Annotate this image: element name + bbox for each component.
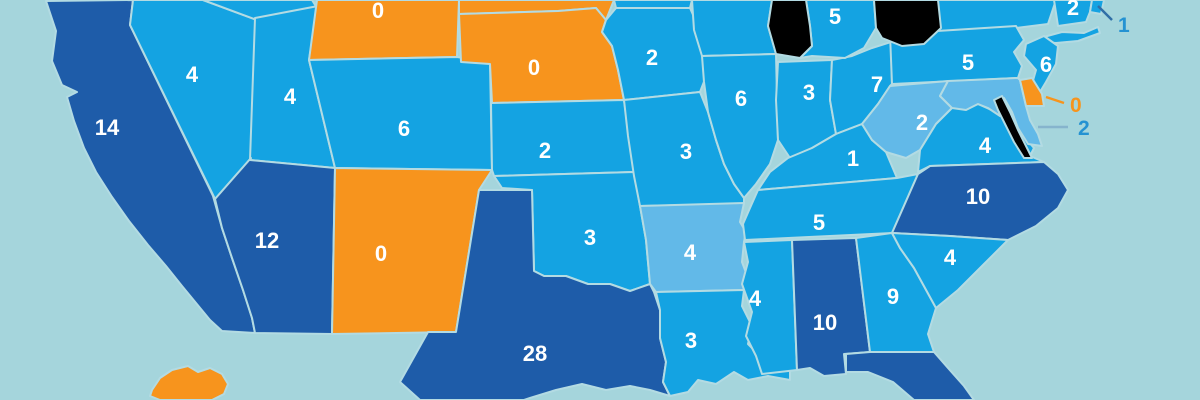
state-value-DE: 0 <box>1070 94 1082 117</box>
state-value-MI: 5 <box>829 4 841 29</box>
state-NJ <box>1023 35 1059 93</box>
state-value-WY: 0 <box>372 0 384 23</box>
state-value-MO: 3 <box>680 139 692 164</box>
state-value-CO: 6 <box>398 116 410 141</box>
state-KS <box>490 99 635 177</box>
state-CT <box>1053 0 1093 27</box>
state-value-MD: 2 <box>1078 117 1090 140</box>
state-DE <box>1019 77 1045 107</box>
state-value-WV: 2 <box>916 110 928 135</box>
state-value-IA: 2 <box>646 45 658 70</box>
state-value-NC: 10 <box>966 184 990 209</box>
state-value-NV: 4 <box>186 62 199 87</box>
state-value-KS: 2 <box>539 138 551 163</box>
state-SC <box>891 232 1009 309</box>
state-value-TN: 5 <box>813 210 825 235</box>
state-value-NE: 0 <box>528 55 540 80</box>
state-value-TX: 28 <box>523 341 547 366</box>
state-value-OH: 7 <box>871 72 883 97</box>
chesapeake-bay <box>993 95 1033 159</box>
state-value-VA: 4 <box>979 133 992 158</box>
state-CO <box>308 56 493 171</box>
leader-line-RI <box>1097 5 1113 21</box>
state-value-GA: 9 <box>887 284 899 309</box>
state-AK <box>149 365 229 400</box>
state-FL <box>845 351 975 400</box>
state-value-SC: 4 <box>944 245 957 270</box>
state-value-AR: 4 <box>684 240 697 265</box>
leader-line-DE <box>1045 95 1065 105</box>
state-value-IL: 6 <box>735 86 747 111</box>
state-value-NJ: 6 <box>1040 52 1052 77</box>
state-value-CA: 14 <box>95 115 120 140</box>
state-value-PA: 5 <box>962 50 974 75</box>
state-WI <box>691 0 777 57</box>
state-NC <box>891 161 1069 241</box>
state-value-MS: 4 <box>749 286 762 311</box>
state-value-AZ: 12 <box>255 228 279 253</box>
state-value-UT: 4 <box>284 84 297 109</box>
state-value-CT: 2 <box>1067 0 1079 20</box>
state-value-NM: 0 <box>375 241 387 266</box>
state-value-RI: 1 <box>1118 14 1130 37</box>
state-value-OK: 3 <box>584 225 596 250</box>
state-value-IN: 3 <box>803 80 815 105</box>
state-value-KY: 1 <box>847 146 859 171</box>
state-value-LA: 3 <box>685 328 697 353</box>
lake-michigan <box>767 0 813 59</box>
state-value-AL: 10 <box>813 310 837 335</box>
state-KY <box>757 123 898 191</box>
state-MN <box>613 0 693 9</box>
lake-huron-erie <box>873 0 942 47</box>
state-RI <box>1089 0 1105 15</box>
